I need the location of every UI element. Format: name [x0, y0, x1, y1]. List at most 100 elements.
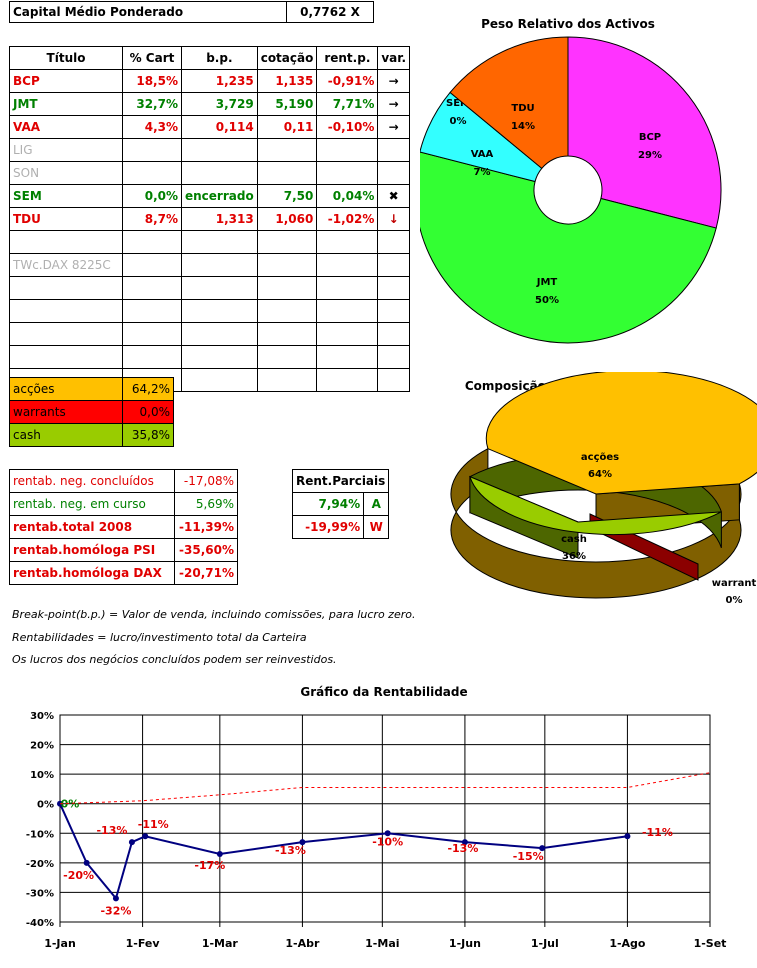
parciais-table: Rent.Parciais 7,94% A -19,99% W — [291, 469, 390, 539]
holdings-cell-rent — [316, 276, 379, 300]
holdings-row: JMT 32,7% 3,729 5,190 7,71% → — [9, 92, 411, 116]
holdings-cell-cot — [256, 368, 318, 392]
parciais-value: 7,94% — [291, 492, 365, 516]
holdings-cell-cart — [122, 276, 182, 300]
holdings-cell-bp — [181, 161, 258, 185]
line-y-tick: 10% — [30, 770, 54, 781]
pie2-pct: 0% — [726, 595, 743, 606]
holdings-cell-titulo — [9, 276, 123, 300]
holdings-cell-cart: 0,0% — [122, 184, 182, 208]
holdings-cell-var — [377, 276, 411, 300]
capital-label: Capital Médio Ponderado — [9, 1, 287, 23]
holdings-cell-cot: 7,50 — [256, 184, 318, 208]
line-data-label: -15% — [513, 850, 544, 863]
holdings-col-header: Título — [9, 46, 123, 70]
holdings-row: TDU 8,7% 1,313 1,060 -1,02% ↓ — [9, 207, 411, 231]
holdings-cell-rent — [316, 138, 379, 162]
line-x-tick: 1-Set — [694, 937, 727, 950]
rentab-value: -17,08% — [174, 469, 238, 493]
holdings-cell-cart — [122, 253, 182, 277]
holdings-cell-var — [377, 138, 411, 162]
line-y-tick: 0% — [37, 800, 54, 811]
holdings-cell-rent — [316, 161, 379, 185]
composition-table: acções 64,2% warrants 0,0% cash 35,8% — [9, 377, 174, 447]
holdings-cell-titulo: VAA — [9, 115, 123, 139]
holdings-cell-var: ✖ — [377, 184, 411, 208]
line-y-tick: 20% — [30, 741, 54, 752]
composition-row: acções 64,2% — [9, 377, 174, 401]
pie1-pct: 29% — [638, 150, 662, 161]
holdings-cell-rent: -0,10% — [316, 115, 379, 139]
line-x-tick: 1-Jan — [44, 937, 76, 950]
line-point — [128, 839, 135, 846]
rentab-value: -35,60% — [174, 538, 238, 562]
pie1-label: VAA — [471, 149, 494, 160]
holdings-cell-rent — [316, 253, 379, 277]
line-x-tick: 1-Abr — [285, 937, 320, 950]
pie2-slice-acções — [485, 372, 757, 495]
pie1-label: TDU — [511, 103, 534, 114]
line-rentabilidade: Gráfico da Rentabilidade 30% 20% 10% 0% -10% -… — [26, 685, 727, 950]
parciais-value: -19,99% — [291, 515, 365, 539]
holdings-cell-titulo — [9, 322, 123, 346]
parciais-row: 7,94% A — [291, 492, 390, 516]
holdings-col-header: cotação — [256, 46, 318, 70]
holdings-cell-cot — [256, 138, 318, 162]
holdings-cell-cart: 32,7% — [122, 92, 182, 116]
holdings-cell-var — [377, 253, 411, 277]
rentab-label: rentab.homóloga PSI — [9, 538, 175, 562]
line-point — [539, 845, 546, 852]
holdings-cell-titulo: BCP — [9, 69, 123, 93]
holdings-row — [9, 345, 411, 369]
holdings-cell-titulo: SEM — [9, 184, 123, 208]
rentab-value: 5,69% — [174, 492, 238, 516]
holdings-cell-titulo: LIG — [9, 138, 123, 162]
line-x-tick: 1-Jun — [449, 937, 481, 950]
holdings-cell-bp: encerrado — [181, 184, 258, 208]
holdings-cell-cot: 5,190 — [256, 92, 318, 116]
holdings-cell-bp: 1,235 — [181, 69, 258, 93]
holdings-cell-bp — [181, 345, 258, 369]
holdings-cell-bp — [181, 368, 258, 392]
line-point — [57, 800, 63, 807]
line-data-label: -32% — [100, 904, 131, 917]
line-data-label: -13% — [275, 844, 306, 857]
rentab-row: rentab. neg. em curso 5,69% — [9, 492, 238, 516]
line-data-label: -20% — [63, 869, 94, 882]
composition-row: warrants 0,0% — [9, 400, 174, 424]
holdings-row — [9, 322, 411, 346]
rentab-label: rentab. neg. concluídos — [9, 469, 175, 493]
holdings-cell-rent — [316, 299, 379, 323]
pie1-label: JMT — [536, 277, 558, 288]
line-point — [216, 850, 223, 857]
holdings-body: BCP 18,5% 1,235 1,135 -0,91% → JMT 32,7% 3,729 5,… — [9, 69, 411, 392]
holdings-cell-bp: 1,313 — [181, 207, 258, 231]
holdings-cell-var — [377, 161, 411, 185]
line-x-tick: 1-Ago — [609, 937, 646, 950]
line-y-tick: 30% — [30, 711, 54, 722]
line-y-tick: -20% — [26, 859, 54, 870]
pie1-slice-tdu — [449, 36, 569, 170]
holdings-cell-cot — [256, 253, 318, 277]
holdings-cell-titulo: TWc.DAX 8225C — [9, 253, 123, 277]
holdings-col-header: % Cart — [122, 46, 182, 70]
pie1-slice-jmt — [420, 151, 717, 344]
holdings-row — [9, 299, 411, 323]
line-y-tick: -30% — [26, 888, 54, 899]
holdings-cell-var — [377, 368, 411, 392]
holdings-cell-rent: -0,91% — [316, 69, 379, 93]
holdings-cell-cot — [256, 322, 318, 346]
holdings-cell-cart — [122, 345, 182, 369]
line-point — [461, 839, 468, 846]
pie-peso-relativo: Peso Relativo dos Activos BCP 29% JMT 50% VAA… — [420, 17, 722, 344]
line-x-tick: 1-Mai — [365, 937, 399, 950]
holdings-cell-bp — [181, 253, 258, 277]
composition-row: cash 35,8% — [9, 423, 174, 447]
line-plot-area — [59, 714, 711, 923]
parciais-header: Rent.Parciais — [291, 469, 390, 493]
holdings-row — [9, 230, 411, 254]
pie1-pct: 7% — [474, 167, 491, 178]
line-title: Gráfico da Rentabilidade — [300, 685, 467, 699]
holdings-cell-cart — [122, 322, 182, 346]
line-x-tick: 1-Jul — [531, 937, 559, 950]
